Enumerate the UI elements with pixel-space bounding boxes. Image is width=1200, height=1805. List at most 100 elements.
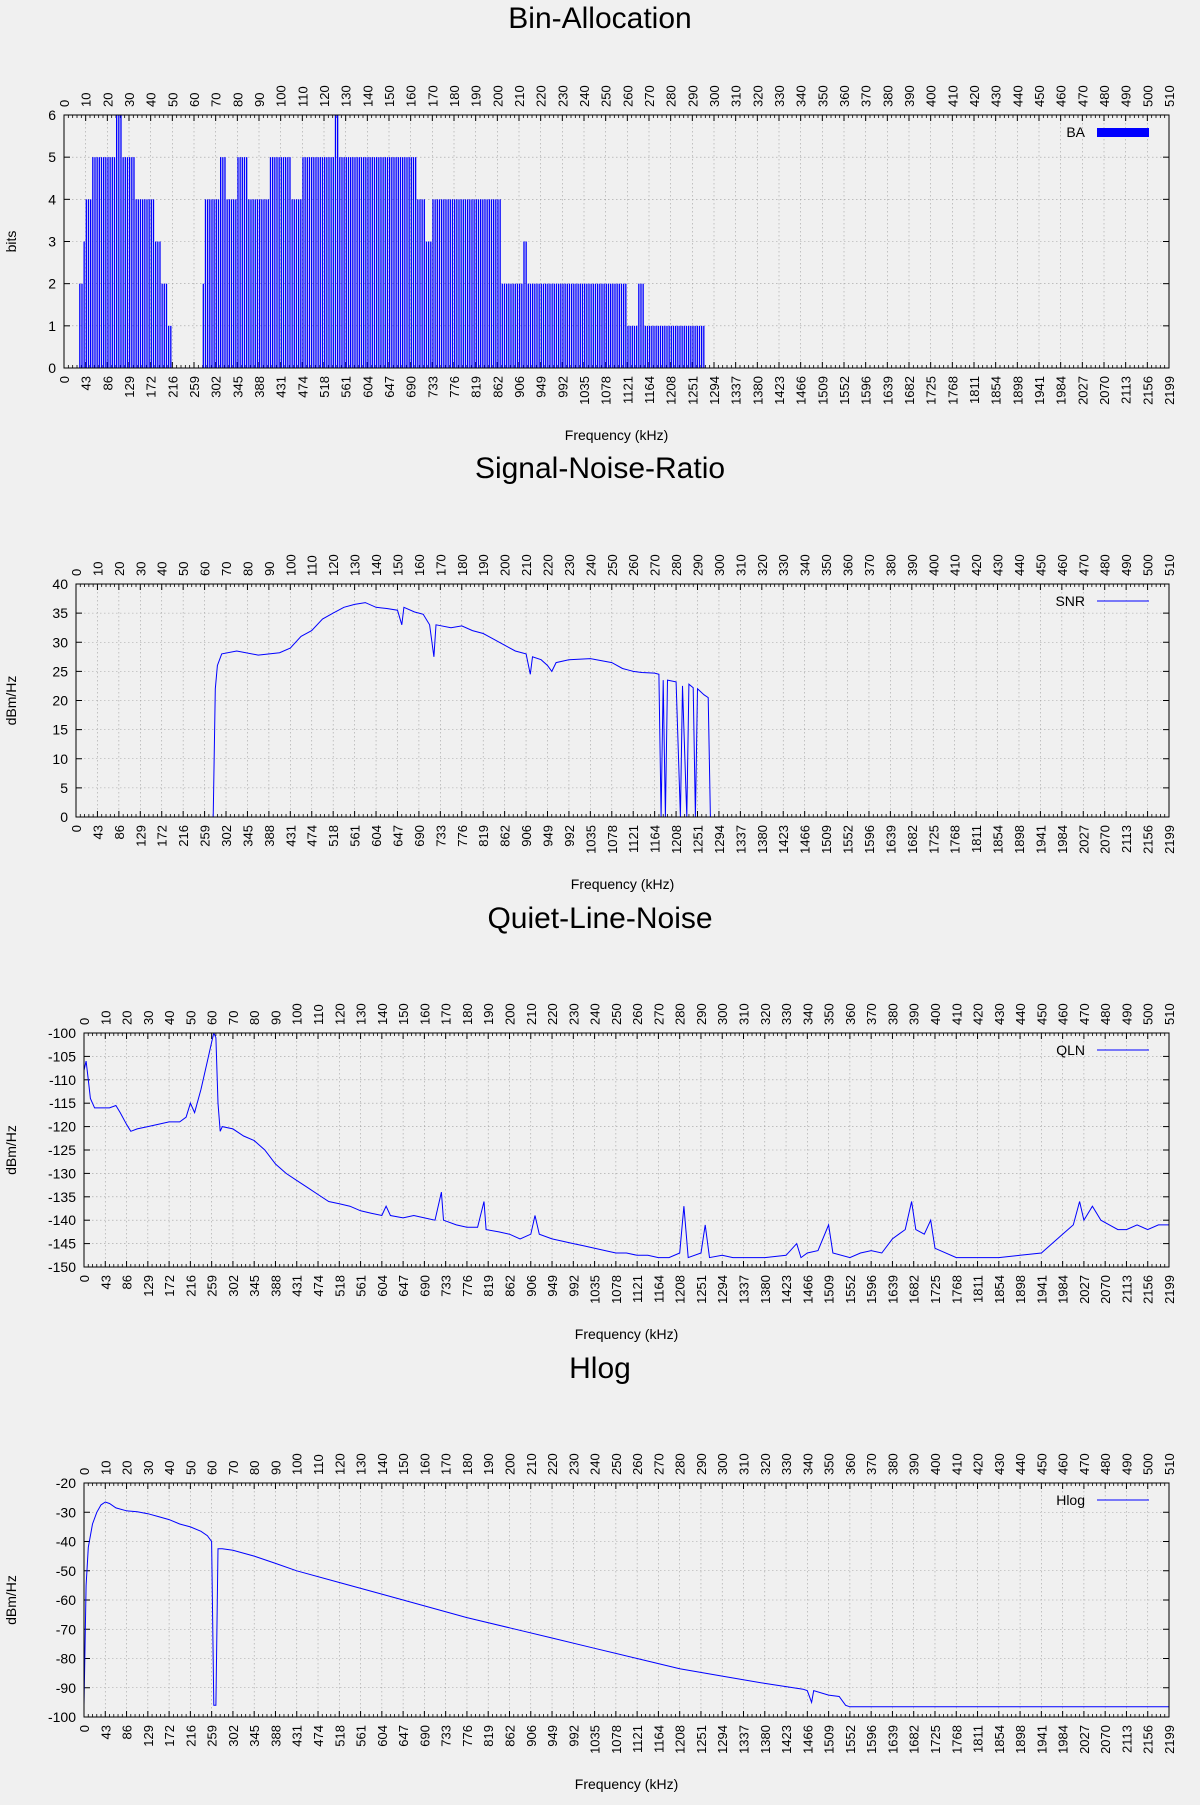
x-tick-label: 0 — [69, 825, 84, 832]
bar — [239, 157, 241, 368]
bar — [616, 283, 618, 368]
legend-label: BA — [1066, 124, 1085, 140]
x2-tick-label: 210 — [524, 1003, 539, 1025]
x2-tick-label: 390 — [902, 85, 917, 107]
bar — [449, 199, 451, 368]
x2-tick-label: 330 — [776, 554, 791, 576]
x2-tick-label: 0 — [77, 1468, 92, 1475]
y-tick-label: 30 — [52, 634, 68, 650]
x2-tick-label: 420 — [967, 85, 982, 107]
x2-tick-label: 500 — [1140, 85, 1155, 107]
x2-tick-label: 410 — [949, 1453, 964, 1475]
x2-tick-label: 100 — [274, 85, 289, 107]
x-tick-label: 1035 — [588, 1725, 603, 1754]
x-tick-label: 1509 — [822, 1725, 837, 1754]
x2-tick-label: 10 — [90, 562, 105, 576]
plot-frame — [83, 1032, 1170, 1268]
bar — [92, 157, 94, 368]
bar — [337, 115, 339, 368]
bar — [519, 283, 521, 368]
bar — [83, 241, 85, 368]
x-tick-label: 1380 — [750, 376, 765, 405]
bar — [209, 199, 211, 368]
x2-tick-label: 150 — [396, 1453, 411, 1475]
x2-tick-label: 480 — [1098, 554, 1113, 576]
bar — [547, 283, 549, 368]
x2-tick-label: 490 — [1119, 554, 1134, 576]
y-tick-label: -140 — [48, 1212, 76, 1228]
x-tick-label: 1725 — [928, 1275, 943, 1304]
x2-tick-label: 480 — [1097, 85, 1112, 107]
bar — [560, 283, 562, 368]
x2-tick-label: 190 — [481, 1453, 496, 1475]
x-tick-label: 259 — [205, 1275, 220, 1297]
x2-tick-label: 310 — [729, 85, 744, 107]
bar — [607, 283, 610, 368]
bar — [441, 199, 443, 368]
x2-tick-label: 320 — [758, 1003, 773, 1025]
y-tick-label: -90 — [56, 1680, 76, 1696]
x2-tick-label: 180 — [460, 1003, 475, 1025]
x-tick-label: 561 — [354, 1725, 369, 1747]
chart-title: Bin-Allocation — [508, 2, 692, 35]
y-tick-label: 15 — [52, 722, 68, 738]
bar — [538, 283, 540, 368]
x-tick-label: 949 — [540, 825, 555, 847]
x2-tick-label: 500 — [1141, 1003, 1156, 1025]
x2-tick-label: 190 — [481, 1003, 496, 1025]
x2-tick-label: 170 — [433, 554, 448, 576]
x-tick-label: 1768 — [948, 825, 963, 854]
x-tick-label: 345 — [230, 376, 245, 398]
x-tick-label: 2113 — [1119, 376, 1134, 404]
x2-tick-label: 0 — [69, 569, 84, 576]
x-tick-label: 518 — [332, 1725, 347, 1747]
x-tick-label: 86 — [120, 1275, 135, 1289]
x-tick-label: 0 — [77, 1275, 92, 1282]
x-tick-label: 216 — [183, 1275, 198, 1297]
x2-tick-label: 270 — [651, 1003, 666, 1025]
x2-tick-label: 100 — [283, 554, 298, 576]
plot-frame — [63, 114, 1170, 369]
x2-tick-label: 250 — [599, 85, 614, 107]
y-tick-label: -120 — [48, 1119, 76, 1135]
x-tick-label: 733 — [425, 376, 440, 398]
x2-tick-label: 320 — [758, 1453, 773, 1475]
x2-tick-label: 210 — [512, 85, 527, 107]
bar — [588, 283, 590, 368]
bar — [462, 199, 464, 368]
bar — [233, 199, 235, 368]
x2-tick-label: 410 — [945, 85, 960, 107]
y-tick-label: 10 — [52, 751, 68, 767]
bar — [113, 157, 116, 368]
x-tick-label: 949 — [545, 1725, 560, 1747]
bar — [155, 241, 157, 368]
x2-tick-label: 110 — [295, 86, 310, 107]
y-tick-label: -20 — [56, 1475, 76, 1491]
y-tick-label: 20 — [52, 693, 68, 709]
x2-tick-label: 260 — [626, 554, 641, 576]
x2-tick-label: 60 — [205, 1011, 220, 1025]
x-tick-label: 819 — [469, 376, 484, 398]
bar — [486, 199, 488, 368]
x-tick-label: 518 — [326, 825, 341, 847]
y-tick-label: 3 — [48, 234, 56, 250]
x2-tick-label: 380 — [885, 1453, 900, 1475]
x-tick-label: 2199 — [1162, 825, 1177, 854]
x-tick-label: 647 — [396, 1275, 411, 1297]
x2-tick-label: 150 — [382, 85, 397, 107]
x2-tick-label: 50 — [165, 93, 180, 107]
bar — [659, 325, 662, 368]
bar — [525, 241, 527, 368]
x-tick-label: 2027 — [1077, 1725, 1092, 1754]
x-tick-label: 43 — [79, 376, 94, 390]
x-tick-label: 862 — [498, 825, 513, 847]
y-tick-label: -115 — [49, 1095, 76, 1111]
series-line — [84, 1033, 1169, 1259]
y-tick-label: -50 — [56, 1563, 76, 1579]
x2-tick-label: 40 — [162, 1011, 177, 1025]
bar — [371, 157, 373, 368]
bar — [662, 325, 664, 368]
x2-tick-label: 480 — [1098, 1003, 1113, 1025]
y-tick-label: 40 — [52, 576, 68, 592]
